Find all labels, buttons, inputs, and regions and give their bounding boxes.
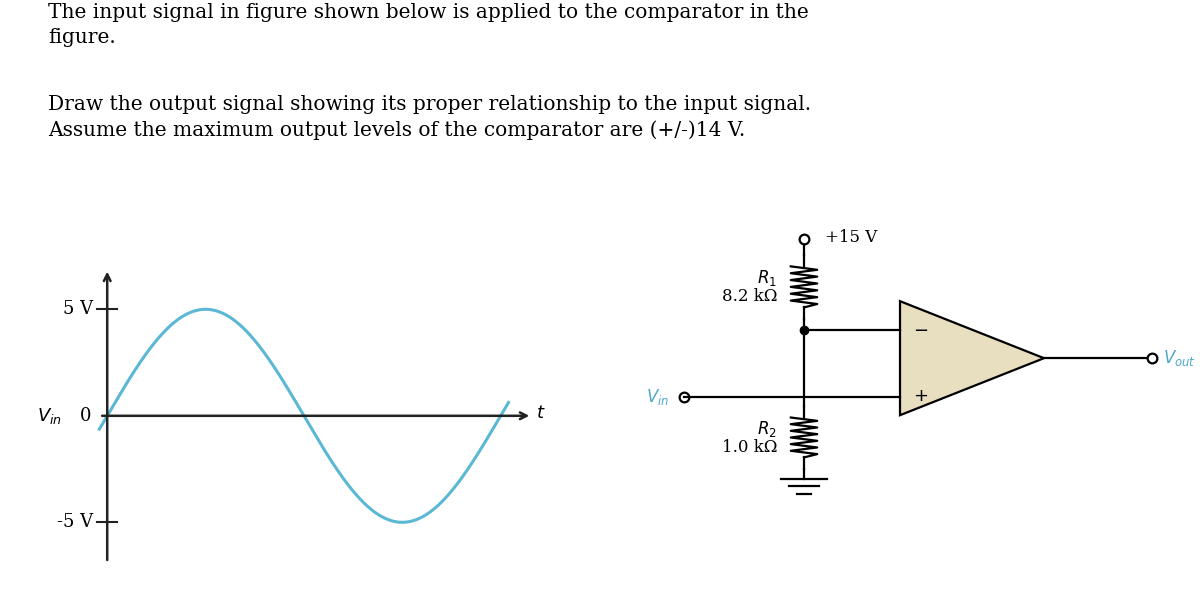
Text: $R_1$: $R_1$: [757, 268, 778, 288]
Text: −: −: [913, 323, 929, 340]
Text: Draw the output signal showing its proper relationship to the input signal.
Assu: Draw the output signal showing its prope…: [48, 95, 811, 140]
Text: The input signal in figure shown below is applied to the comparator in the
figur: The input signal in figure shown below i…: [48, 3, 809, 47]
Text: $V_{in}$: $V_{in}$: [37, 406, 62, 426]
Text: +: +: [913, 387, 929, 405]
Text: 8.2 kΩ: 8.2 kΩ: [721, 288, 778, 305]
Text: 0: 0: [80, 407, 91, 425]
Text: 1.0 kΩ: 1.0 kΩ: [721, 439, 778, 456]
Text: +15 V: +15 V: [826, 229, 877, 245]
Text: -5 V: -5 V: [58, 513, 94, 531]
Polygon shape: [900, 301, 1044, 415]
Text: $t$: $t$: [536, 403, 546, 422]
Text: $R_2$: $R_2$: [757, 419, 778, 438]
Text: $V_{out}$: $V_{out}$: [1163, 348, 1195, 368]
Text: $V_{in}$: $V_{in}$: [646, 387, 670, 407]
Text: 5 V: 5 V: [64, 301, 94, 318]
